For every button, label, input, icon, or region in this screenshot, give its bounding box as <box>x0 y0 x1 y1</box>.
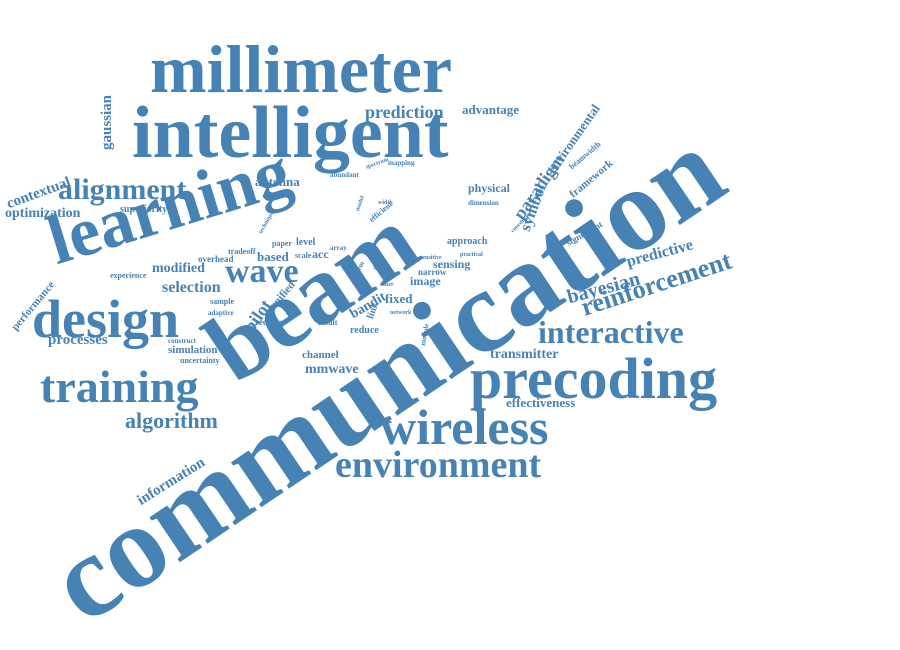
word-abundant: abundant <box>330 171 359 179</box>
word-mapping: mapping <box>388 159 415 167</box>
word-receiver: receiver <box>255 317 286 327</box>
word-reduce: reduce <box>350 325 379 336</box>
word-network: network <box>390 310 412 316</box>
word-wireless: wireless <box>380 399 549 455</box>
word-advantage: advantage <box>462 102 520 117</box>
word-precoding: precoding <box>470 346 718 411</box>
word-sensitive: sensitive <box>420 255 442 261</box>
word-processes: processes <box>48 332 108 348</box>
word-channel: channel <box>302 349 339 361</box>
word-physical: physical <box>468 181 511 195</box>
word-gaussian: gaussian <box>99 94 115 150</box>
word-tradeoff: tradeoff <box>228 247 256 256</box>
word-prediction: prediction <box>365 102 444 122</box>
word-superiority: superiority <box>120 204 168 215</box>
word-other: other <box>380 282 394 288</box>
word-width: width <box>378 200 393 206</box>
word-intelligent: intelligent <box>132 92 449 174</box>
word-fixed: fixed <box>385 291 413 306</box>
word-image: image <box>410 274 441 288</box>
word-design: design <box>32 289 180 349</box>
word-sample: sample <box>210 297 234 306</box>
word-based: based <box>257 249 289 264</box>
word-construct: construct <box>168 337 196 345</box>
word-acc: acc <box>312 247 329 261</box>
word-selection: selection <box>162 279 221 296</box>
word-mmwave: mmwave <box>305 362 359 377</box>
word-uncertainty: uncertainty <box>180 356 220 365</box>
word-practical: practical <box>460 252 483 258</box>
word-effectiveness: effectiveness <box>506 395 576 410</box>
word-adaptive: adaptive <box>208 309 234 317</box>
word-algorithm: algorithm <box>125 408 218 433</box>
word-dimension: dimension <box>468 199 499 207</box>
word-simulation: simulation <box>168 344 218 356</box>
word-alignment: alignment <box>58 173 187 206</box>
word-environment: environment <box>335 444 542 486</box>
word-modified: modified <box>152 261 205 276</box>
word-sensing: sensing <box>433 257 471 271</box>
word-paper: paper <box>272 239 292 248</box>
word-narrow: narrow <box>418 267 447 277</box>
word-transmitter: transmitter <box>490 347 559 362</box>
word-interactive: interactive <box>538 314 684 350</box>
word-optimization: optimization <box>5 206 81 221</box>
word-millimeter: millimeter <box>150 31 453 107</box>
word-antenna: antenna <box>255 174 300 189</box>
word-approach: approach <box>447 236 488 247</box>
word-training: training <box>40 361 199 412</box>
word-array: array <box>330 244 347 252</box>
word-result: result <box>318 318 338 327</box>
word-level: level <box>296 237 316 248</box>
word-wave: wave <box>225 253 299 290</box>
word-experience: experience <box>110 271 147 280</box>
word-state: state <box>342 262 354 268</box>
word-scale: scale <box>295 251 312 260</box>
word-overhead: overhead <box>198 254 234 264</box>
